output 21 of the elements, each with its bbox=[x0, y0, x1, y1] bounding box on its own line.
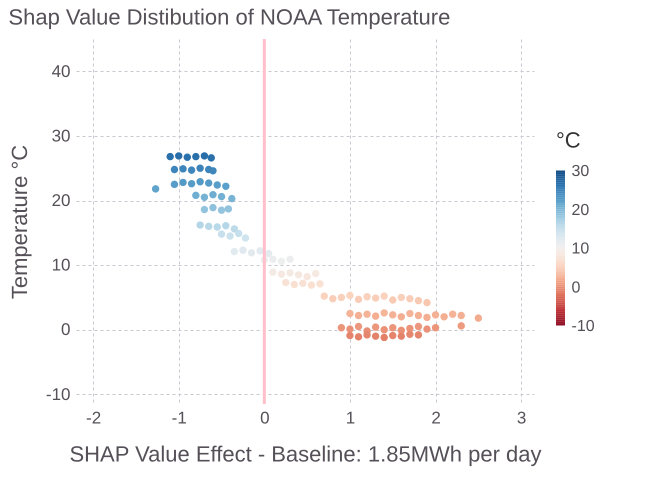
y-tick-label: 0 bbox=[61, 320, 70, 340]
color-bar-title: °C bbox=[556, 128, 581, 152]
color-bar-label: 30 bbox=[572, 163, 590, 180]
y-tick-label: 20 bbox=[52, 191, 70, 210]
y-tick-label: 30 bbox=[52, 126, 70, 146]
x-tick-label: 0 bbox=[260, 408, 270, 428]
chart-title: Shap Value Distibution of NOAA Temperature bbox=[8, 4, 450, 30]
color-bar-label: 20 bbox=[572, 202, 590, 219]
x-tick-label: -1 bbox=[172, 408, 187, 428]
x-axis-title: SHAP Value Effect - Baseline: 1.85MWh per day bbox=[69, 442, 542, 466]
color-bar-label: -10 bbox=[572, 318, 595, 335]
y-tick-label: -10 bbox=[46, 384, 70, 404]
x-tick-label: 3 bbox=[516, 408, 526, 428]
y-axis-title: Temperature °C bbox=[6, 144, 32, 300]
x-tick-label: 1 bbox=[346, 408, 356, 428]
y-tick-label: 10 bbox=[52, 256, 70, 275]
y-tick-label: 40 bbox=[52, 62, 70, 81]
x-tick-label: -2 bbox=[86, 408, 102, 428]
color-bar-label: 0 bbox=[572, 279, 580, 296]
color-bar-label: 10 bbox=[572, 240, 590, 258]
x-tick-label: 2 bbox=[431, 408, 441, 428]
